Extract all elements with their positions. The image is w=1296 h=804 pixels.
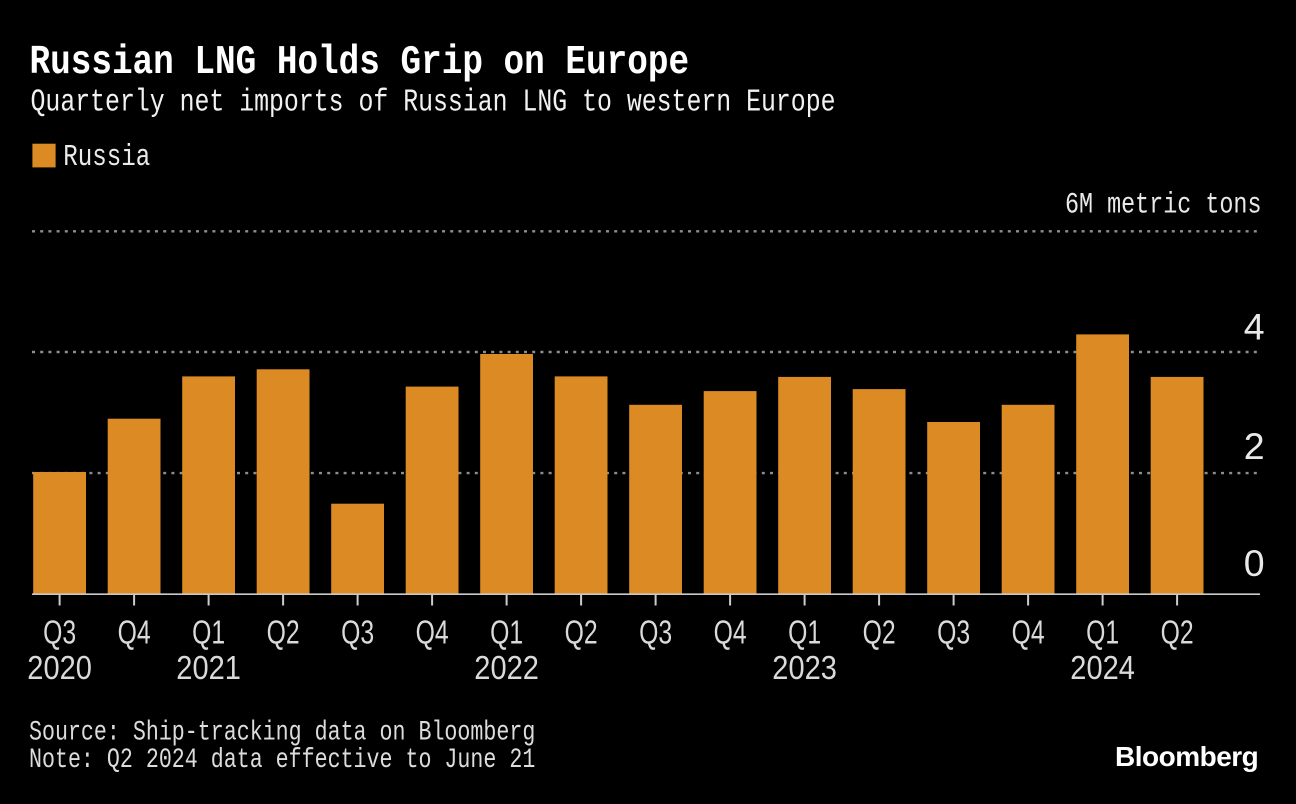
svg-text:Q1: Q1 bbox=[490, 615, 523, 651]
svg-text:Q2: Q2 bbox=[1161, 615, 1194, 651]
svg-text:Quarterly net imports of Russi: Quarterly net imports of Russian LNG to … bbox=[31, 84, 836, 121]
svg-text:Q3: Q3 bbox=[937, 615, 970, 651]
svg-text:Source: Ship-tracking data on: Source: Ship-tracking data on Bloomberg bbox=[29, 717, 535, 748]
svg-text:Q4: Q4 bbox=[714, 615, 747, 651]
svg-text:0: 0 bbox=[1244, 542, 1265, 584]
svg-text:2023: 2023 bbox=[772, 649, 837, 686]
svg-text:2022: 2022 bbox=[474, 649, 539, 686]
svg-text:4: 4 bbox=[1244, 306, 1265, 348]
svg-text:Q2: Q2 bbox=[565, 615, 598, 651]
svg-text:Q4: Q4 bbox=[1012, 615, 1045, 651]
svg-text:2020: 2020 bbox=[27, 649, 92, 686]
svg-text:2021: 2021 bbox=[176, 649, 241, 686]
svg-text:Q1: Q1 bbox=[192, 615, 225, 651]
svg-text:Q1: Q1 bbox=[1086, 615, 1119, 651]
svg-text:2: 2 bbox=[1244, 425, 1265, 467]
svg-text:Note: Q2 2024 data effective t: Note: Q2 2024 data effective to June 21 bbox=[29, 745, 535, 776]
svg-text:Russian LNG Holds Grip on Euro: Russian LNG Holds Grip on Europe bbox=[30, 41, 690, 87]
svg-text:Q4: Q4 bbox=[416, 615, 449, 651]
svg-text:Q3: Q3 bbox=[43, 615, 76, 651]
svg-text:Q3: Q3 bbox=[639, 615, 672, 651]
svg-text:Q4: Q4 bbox=[118, 615, 151, 651]
svg-text:Q2: Q2 bbox=[863, 615, 896, 651]
svg-text:6M metric tons: 6M metric tons bbox=[1065, 189, 1262, 222]
svg-text:Bloomberg: Bloomberg bbox=[1115, 741, 1258, 772]
svg-text:Q3: Q3 bbox=[341, 615, 374, 651]
svg-text:Q1: Q1 bbox=[788, 615, 821, 651]
svg-text:Q2: Q2 bbox=[267, 615, 300, 651]
svg-text:2024: 2024 bbox=[1070, 649, 1135, 686]
svg-text:Russia: Russia bbox=[63, 140, 150, 175]
